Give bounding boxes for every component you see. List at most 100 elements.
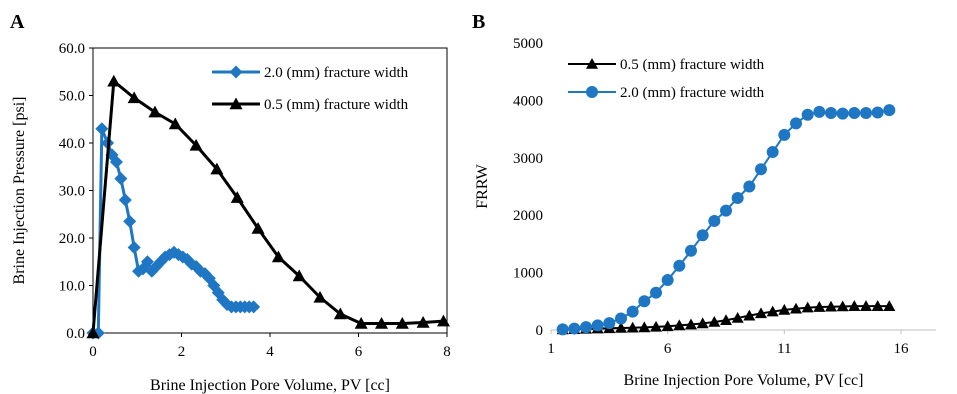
- data-point: [673, 259, 686, 272]
- data-point: [860, 300, 872, 311]
- data-point: [416, 316, 430, 328]
- data-point: [118, 193, 132, 207]
- data-point: [836, 107, 849, 120]
- panel-label: B: [472, 11, 485, 33]
- data-point: [813, 105, 826, 118]
- data-point: [591, 319, 604, 332]
- data-point: [638, 295, 651, 308]
- data-point: [871, 300, 884, 311]
- data-point: [271, 250, 285, 263]
- data-point: [696, 317, 709, 329]
- data-point: [354, 317, 368, 329]
- legend-marker: [229, 97, 243, 110]
- data-point: [685, 318, 697, 330]
- legend-entry: 2.0 (mm) fracture width: [568, 85, 765, 101]
- data-point: [251, 222, 265, 234]
- data-point: [375, 317, 389, 329]
- data-point: [871, 106, 884, 119]
- data-point: [685, 244, 697, 257]
- data-point: [568, 322, 581, 335]
- data-point: [661, 320, 674, 332]
- data-point: [790, 117, 802, 130]
- x-axis-title: Brine Injection Pore Volume, PV [cc]: [150, 377, 390, 394]
- data-point: [313, 290, 327, 303]
- data-point: [708, 315, 721, 327]
- data-point: [148, 105, 162, 118]
- legend-entry: 0.5 (mm) fracture width: [212, 97, 409, 113]
- data-point: [790, 302, 802, 314]
- data-point: [247, 300, 261, 314]
- data-point: [778, 128, 791, 141]
- legend-entry: 2.0 (mm) fracture width: [212, 65, 409, 81]
- legend-marker: [586, 86, 598, 98]
- data-point: [292, 269, 306, 282]
- x-axis-title: Brine Injection Pore Volume, PV [cc]: [624, 372, 864, 389]
- series-1: [86, 74, 450, 339]
- data-point: [778, 303, 791, 315]
- y-tick-label: 10.0: [59, 279, 85, 295]
- data-point: [123, 214, 137, 228]
- data-point: [626, 321, 639, 333]
- y-tick-label: 40.0: [59, 136, 85, 152]
- legend-label: 2.0 (mm) fracture width: [264, 65, 409, 81]
- x-tick-label: 0: [89, 344, 97, 360]
- data-point: [436, 314, 450, 327]
- data-point: [230, 191, 244, 203]
- legend-entry: 0.5 (mm) fracture width: [568, 57, 765, 73]
- data-point: [580, 321, 592, 334]
- data-point: [813, 301, 826, 312]
- data-point: [673, 319, 686, 331]
- data-point: [615, 321, 627, 333]
- data-point: [743, 309, 756, 321]
- y-axis-title: Brine Injection Pressure [psi]: [11, 97, 28, 285]
- data-point: [109, 155, 123, 169]
- legend-marker: [229, 65, 243, 79]
- x-tick-label: 1: [547, 341, 555, 357]
- series-0: [86, 122, 261, 340]
- data-point: [210, 162, 224, 175]
- plot-frame: [92, 47, 448, 334]
- data-point: [883, 300, 896, 311]
- data-point: [731, 311, 744, 323]
- x-tick-label: 2: [178, 344, 186, 360]
- legend-label: 0.5 (mm) fracture width: [264, 97, 409, 113]
- data-point: [556, 323, 569, 336]
- data-point: [638, 321, 651, 333]
- y-tick-label: 5000: [513, 36, 543, 52]
- panel-a: A 0.0 10.0 20.0 30.0 40.0 50.0 60.0 0 2 4 6 8 Brine I…: [10, 11, 451, 394]
- data-point: [95, 122, 109, 136]
- data-point: [766, 305, 779, 317]
- data-point: [650, 286, 662, 299]
- data-point: [883, 104, 896, 117]
- series-0: [556, 300, 896, 335]
- data-point: [836, 300, 849, 312]
- series-line: [562, 109, 890, 331]
- y-tick-label: 50.0: [59, 89, 85, 105]
- data-point: [603, 317, 616, 330]
- y-tick-label: 30.0: [59, 184, 85, 200]
- data-point: [395, 317, 409, 329]
- data-point: [801, 301, 814, 313]
- data-point: [720, 204, 732, 217]
- x-tick-label: 11: [777, 341, 791, 357]
- data-point: [650, 320, 662, 332]
- data-point: [626, 305, 639, 318]
- series-1: [556, 104, 896, 336]
- data-point: [333, 307, 347, 320]
- x-tick-label: 4: [266, 344, 274, 360]
- x-tick-label: 6: [664, 341, 672, 357]
- data-point: [189, 138, 203, 151]
- data-point: [114, 172, 128, 186]
- data-point: [127, 91, 141, 104]
- data-point: [140, 255, 154, 269]
- x-tick-label: 8: [443, 344, 451, 360]
- data-point: [127, 241, 141, 254]
- data-point: [848, 300, 861, 311]
- legend-label: 2.0 (mm) fracture width: [620, 85, 765, 101]
- y-tick-label: 3000: [513, 151, 543, 167]
- series-line: [91, 79, 444, 334]
- data-point: [766, 146, 779, 159]
- y-tick-label: 60.0: [59, 41, 85, 57]
- data-point: [755, 163, 767, 176]
